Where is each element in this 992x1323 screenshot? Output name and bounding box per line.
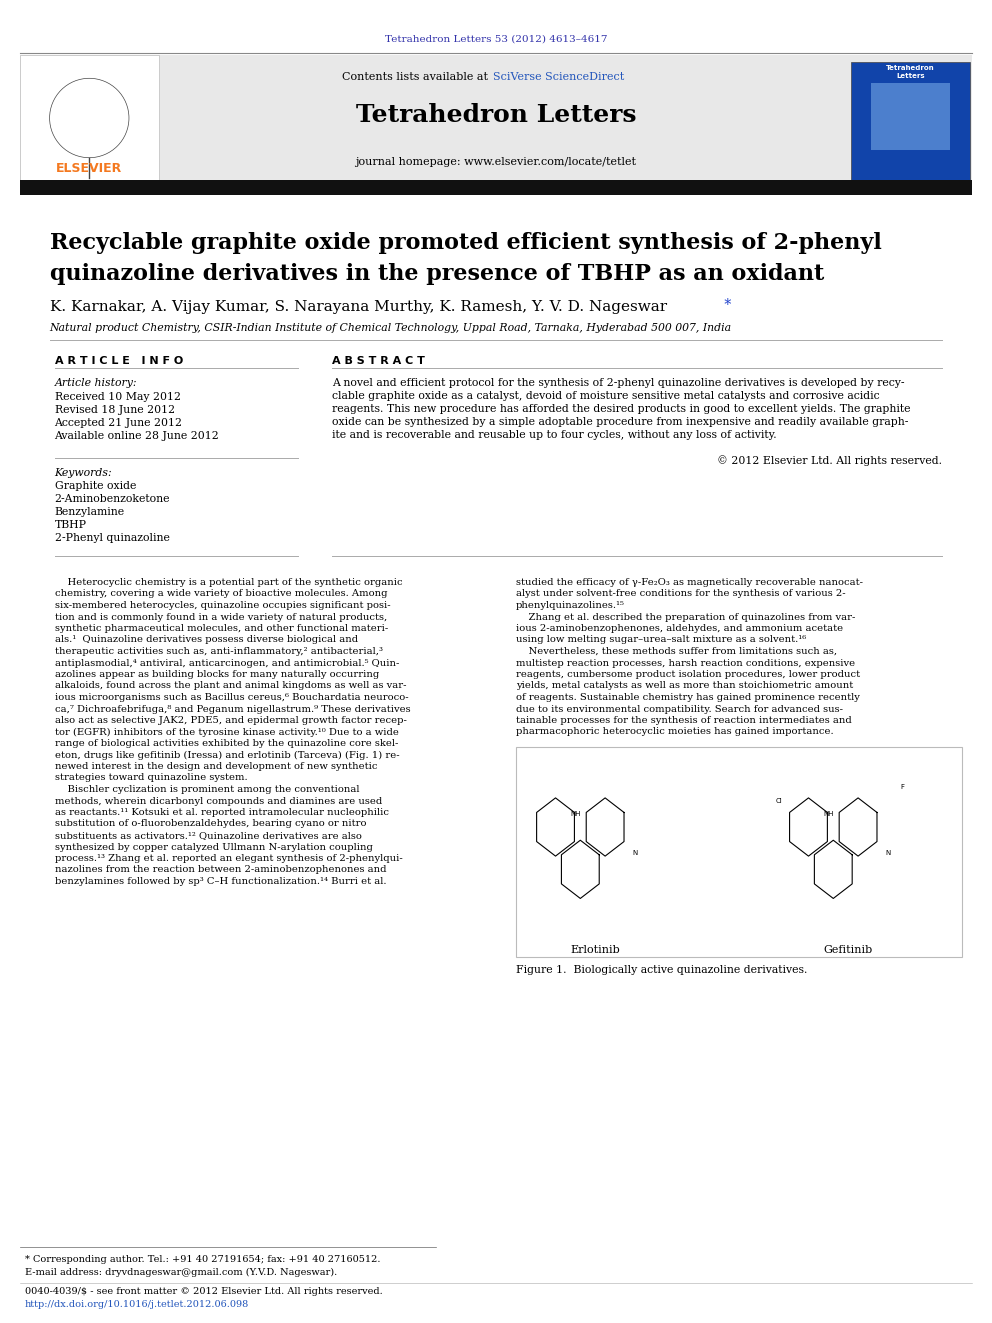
Bar [20, 56, 972, 191]
Bar [516, 747, 962, 957]
Text: nazolines from the reaction between 2-aminobenzophenones and: nazolines from the reaction between 2-am… [55, 865, 386, 875]
Text: newed interest in the design and development of new synthetic: newed interest in the design and develop… [55, 762, 377, 771]
Text: antiplasmodial,⁴ antiviral, anticarcinogen, and antimicrobial.⁵ Quin-: antiplasmodial,⁴ antiviral, anticarcinog… [55, 659, 399, 668]
Text: studied the efficacy of γ-Fe₂O₃ as magnetically recoverable nanocat-: studied the efficacy of γ-Fe₂O₃ as magne… [516, 578, 863, 587]
Text: strategies toward quinazoline system.: strategies toward quinazoline system. [55, 774, 247, 782]
Text: Nevertheless, these methods suffer from limitations such as,: Nevertheless, these methods suffer from … [516, 647, 837, 656]
Text: synthesized by copper catalyzed Ullmann N-arylation coupling: synthesized by copper catalyzed Ullmann … [55, 843, 372, 852]
Text: six-membered heterocycles, quinazoline occupies significant posi-: six-membered heterocycles, quinazoline o… [55, 601, 390, 610]
Text: reagents. This new procedure has afforded the desired products in good to excell: reagents. This new procedure has afforde… [332, 404, 911, 414]
Text: © 2012 Elsevier Ltd. All rights reserved.: © 2012 Elsevier Ltd. All rights reserved… [717, 455, 942, 466]
Text: Benzylamine: Benzylamine [55, 507, 125, 517]
Text: N: N [632, 851, 638, 856]
Text: eton, drugs like gefitinib (Iressa) and erlotinib (Tarceva) (Fig. 1) re-: eton, drugs like gefitinib (Iressa) and … [55, 750, 399, 759]
Text: *: * [720, 298, 731, 312]
Text: substitution of o-fluorobenzaldehydes, bearing cyano or nitro: substitution of o-fluorobenzaldehydes, b… [55, 819, 366, 828]
Text: 2-Aminobenzoketone: 2-Aminobenzoketone [55, 493, 170, 504]
Text: therapeutic activities such as, anti-inflammatory,² antibacterial,³: therapeutic activities such as, anti-inf… [55, 647, 383, 656]
Text: as reactants.¹¹ Kotsuki et al. reported intramolecular nucleophilic: as reactants.¹¹ Kotsuki et al. reported … [55, 808, 389, 818]
Text: Figure 1.  Biologically active quinazoline derivatives.: Figure 1. Biologically active quinazolin… [516, 964, 807, 975]
Text: pharmacophoric heterocyclic moieties has gained importance.: pharmacophoric heterocyclic moieties has… [516, 728, 833, 737]
Text: E-mail address: dryvdnageswar@gmail.com (Y.V.D. Nageswar).: E-mail address: dryvdnageswar@gmail.com … [25, 1267, 337, 1277]
Text: methods, wherein dicarbonyl compounds and diamines are used: methods, wherein dicarbonyl compounds an… [55, 796, 382, 806]
Bar [20, 56, 159, 191]
Text: Available online 28 June 2012: Available online 28 June 2012 [55, 431, 219, 441]
Text: N: N [885, 851, 891, 856]
Text: substituents as activators.¹² Quinazoline derivatives are also: substituents as activators.¹² Quinazolin… [55, 831, 361, 840]
Text: Keywords:: Keywords: [55, 468, 112, 478]
Text: journal homepage: www.elsevier.com/locate/tetlet: journal homepage: www.elsevier.com/locat… [355, 157, 637, 167]
Text: phenylquinazolines.¹⁵: phenylquinazolines.¹⁵ [516, 601, 625, 610]
Text: synthetic pharmaceutical molecules, and other functional materi-: synthetic pharmaceutical molecules, and … [55, 624, 388, 632]
Text: K. Karnakar, A. Vijay Kumar, S. Narayana Murthy, K. Ramesh, Y. V. D. Nageswar: K. Karnakar, A. Vijay Kumar, S. Narayana… [50, 300, 667, 314]
Text: F: F [901, 785, 905, 790]
Text: Zhang et al. described the preparation of quinazolines from var-: Zhang et al. described the preparation o… [516, 613, 855, 622]
Text: ite and is recoverable and reusable up to four cycles, without any loss of activ: ite and is recoverable and reusable up t… [332, 430, 777, 441]
Text: Recyclable graphite oxide promoted efficient synthesis of 2-phenyl: Recyclable graphite oxide promoted effic… [50, 232, 881, 254]
Text: Received 10 May 2012: Received 10 May 2012 [55, 392, 181, 402]
Text: using low melting sugar–urea–salt mixture as a solvent.¹⁶: using low melting sugar–urea–salt mixtur… [516, 635, 806, 644]
Text: alyst under solvent-free conditions for the synthesis of various 2-: alyst under solvent-free conditions for … [516, 590, 845, 598]
Text: also act as selective JAK2, PDE5, and epidermal growth factor recep-: also act as selective JAK2, PDE5, and ep… [55, 716, 407, 725]
Text: azolines appear as building blocks for many naturally occurring: azolines appear as building blocks for m… [55, 669, 379, 679]
Text: Tetrahedron Letters 53 (2012) 4613–4617: Tetrahedron Letters 53 (2012) 4613–4617 [385, 34, 607, 44]
Text: * Corresponding author. Tel.: +91 40 27191654; fax: +91 40 27160512.: * Corresponding author. Tel.: +91 40 271… [25, 1256, 380, 1263]
Text: Tetrahedron
Letters: Tetrahedron Letters [886, 66, 935, 78]
Text: ious 2-aminobenzophenones, aldehydes, and ammonium acetate: ious 2-aminobenzophenones, aldehydes, an… [516, 624, 843, 632]
Text: Accepted 21 June 2012: Accepted 21 June 2012 [55, 418, 183, 429]
Text: clable graphite oxide as a catalyst, devoid of moisture sensitive metal catalyst: clable graphite oxide as a catalyst, dev… [332, 392, 880, 401]
Bar [871, 83, 950, 151]
Text: NH: NH [823, 811, 833, 816]
Bar [851, 62, 970, 184]
Text: Tetrahedron Letters: Tetrahedron Letters [356, 103, 636, 127]
Text: multistep reaction processes, harsh reaction conditions, expensive: multistep reaction processes, harsh reac… [516, 659, 855, 668]
Text: oxide can be synthesized by a simple adoptable procedure from inexpensive and re: oxide can be synthesized by a simple ado… [332, 417, 909, 427]
Text: A novel and efficient protocol for the synthesis of 2-phenyl quinazoline derivat: A novel and efficient protocol for the s… [332, 378, 905, 388]
Text: range of biological activities exhibited by the quinazoline core skel-: range of biological activities exhibited… [55, 740, 398, 747]
Bar [20, 180, 972, 194]
Text: 0040-4039/$ - see front matter © 2012 Elsevier Ltd. All rights reserved.: 0040-4039/$ - see front matter © 2012 El… [25, 1287, 383, 1297]
Text: ca,⁷ Dichroafebrifuga,⁸ and Peganum nigellastrum.⁹ These derivatives: ca,⁷ Dichroafebrifuga,⁸ and Peganum nige… [55, 705, 410, 713]
Text: Contents lists available at: Contents lists available at [341, 71, 491, 82]
Text: benzylamines followed by sp³ C–H functionalization.¹⁴ Burri et al.: benzylamines followed by sp³ C–H functio… [55, 877, 386, 886]
Text: Bischler cyclization is prominent among the conventional: Bischler cyclization is prominent among … [55, 785, 359, 794]
Text: tion and is commonly found in a wide variety of natural products,: tion and is commonly found in a wide var… [55, 613, 387, 622]
Text: ELSEVIER: ELSEVIER [57, 161, 122, 175]
Text: als.¹  Quinazoline derivatives possess diverse biological and: als.¹ Quinazoline derivatives possess di… [55, 635, 358, 644]
Text: Heterocyclic chemistry is a potential part of the synthetic organic: Heterocyclic chemistry is a potential pa… [55, 578, 402, 587]
Text: Gefitinib: Gefitinib [823, 945, 873, 955]
Text: yields, metal catalysts as well as more than stoichiometric amount: yields, metal catalysts as well as more … [516, 681, 853, 691]
Text: alkaloids, found across the plant and animal kingdoms as well as var-: alkaloids, found across the plant and an… [55, 681, 406, 691]
Text: tainable processes for the synthesis of reaction intermediates and: tainable processes for the synthesis of … [516, 716, 851, 725]
Text: NH: NH [570, 811, 580, 816]
Text: SciVerse ScienceDirect: SciVerse ScienceDirect [493, 71, 624, 82]
Text: Article history:: Article history: [55, 378, 137, 388]
Text: 2-Phenyl quinazoline: 2-Phenyl quinazoline [55, 533, 170, 542]
Text: of reagents. Sustainable chemistry has gained prominence recently: of reagents. Sustainable chemistry has g… [516, 693, 860, 703]
Text: http://dx.doi.org/10.1016/j.tetlet.2012.06.098: http://dx.doi.org/10.1016/j.tetlet.2012.… [25, 1301, 249, 1308]
Text: due to its environmental compatibility. Search for advanced sus-: due to its environmental compatibility. … [516, 705, 843, 713]
Text: Graphite oxide: Graphite oxide [55, 482, 136, 491]
Text: tor (EGFR) inhibitors of the tyrosine kinase activity.¹⁰ Due to a wide: tor (EGFR) inhibitors of the tyrosine ki… [55, 728, 399, 737]
Text: TBHP: TBHP [55, 520, 86, 531]
Text: Cl: Cl [776, 798, 782, 803]
Text: Natural product Chemistry, CSIR-Indian Institute of Chemical Technology, Uppal R: Natural product Chemistry, CSIR-Indian I… [50, 323, 732, 333]
Text: quinazoline derivatives in the presence of TBHP as an oxidant: quinazoline derivatives in the presence … [50, 263, 823, 284]
Text: reagents, cumbersome product isolation procedures, lower product: reagents, cumbersome product isolation p… [516, 669, 860, 679]
Text: Revised 18 June 2012: Revised 18 June 2012 [55, 405, 175, 415]
Text: process.¹³ Zhang et al. reported an elegant synthesis of 2-phenylqui-: process.¹³ Zhang et al. reported an eleg… [55, 855, 403, 863]
Text: A R T I C L E   I N F O: A R T I C L E I N F O [55, 356, 183, 366]
Text: A B S T R A C T: A B S T R A C T [332, 356, 426, 366]
Text: chemistry, covering a wide variety of bioactive molecules. Among: chemistry, covering a wide variety of bi… [55, 590, 387, 598]
Text: Erlotinib: Erlotinib [570, 945, 620, 955]
Text: ious microorganisms such as Bacillus cereus,⁶ Bouchardatia neuroco-: ious microorganisms such as Bacillus cer… [55, 693, 408, 703]
